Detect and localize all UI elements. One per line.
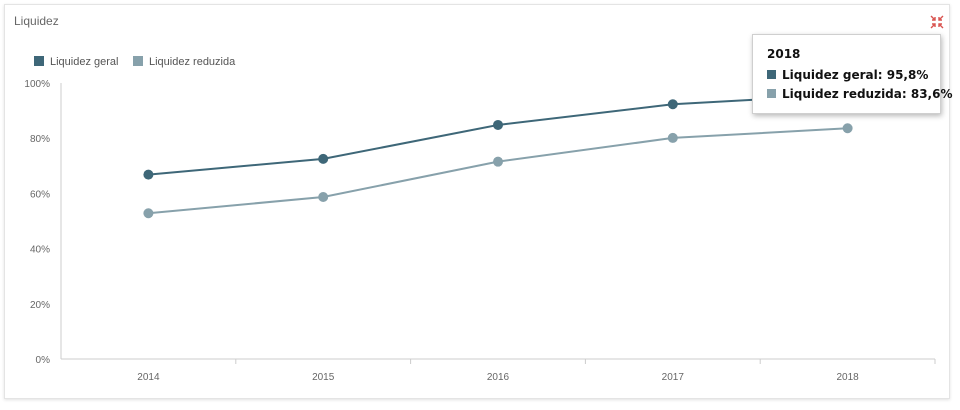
data-point-1-2016[interactable] — [493, 119, 503, 130]
tooltip-row-liquidez-geral: Liquidez geral: 95,8% — [767, 68, 928, 82]
x-tick-label: 2015 — [312, 372, 335, 383]
y-axis: 0% 20% 40% 60% 80% 100% — [24, 79, 62, 366]
data-point-1-2015[interactable] — [318, 153, 329, 164]
data-point-2-2014[interactable] — [143, 208, 154, 219]
legend-swatch-liquidez-reduzida — [133, 56, 143, 66]
tooltip-title: 2018 — [767, 47, 801, 61]
collapse-arrows-icon[interactable] — [930, 15, 944, 29]
series-line-2 — [148, 127, 848, 215]
y-tick-label: 60% — [30, 189, 50, 200]
legend-label-liquidez-geral[interactable]: Liquidez geral — [50, 56, 119, 68]
tooltip-row-liquidez-reduzida: Liquidez reduzida: 83,6% — [767, 87, 952, 101]
tooltip-swatch — [767, 70, 776, 79]
data-point-2-2018[interactable] — [842, 123, 853, 134]
data-point-1-2017[interactable] — [667, 99, 678, 110]
legend: Liquidez geral Liquidez reduzida — [34, 56, 236, 68]
tooltip: 2018 Liquidez geral: 95,8% Liquidez redu… — [752, 34, 952, 114]
panel-title: Liquidez — [14, 14, 59, 28]
tooltip-swatch — [767, 89, 776, 98]
x-tick-label: 2016 — [487, 372, 510, 383]
y-tick-label: 80% — [30, 134, 50, 145]
data-point-2-2017[interactable] — [667, 132, 678, 143]
data-point-2-2015[interactable] — [318, 191, 329, 202]
x-axis: 2014 2015 2016 2017 2018 — [61, 358, 936, 383]
x-tick-label: 2014 — [137, 372, 160, 383]
series-layer — [143, 89, 853, 219]
tooltip-row-label: Liquidez reduzida: 83,6% — [782, 87, 953, 101]
tooltip-row-label: Liquidez geral: 95,8% — [782, 68, 929, 82]
x-tick-label: 2017 — [662, 372, 685, 383]
y-tick-label: 100% — [24, 79, 50, 90]
data-point-2-2016[interactable] — [493, 156, 503, 167]
y-tick-label: 40% — [30, 245, 50, 256]
y-tick-label: 0% — [36, 355, 51, 366]
x-tick-label: 2018 — [836, 372, 859, 383]
legend-label-liquidez-reduzida[interactable]: Liquidez reduzida — [149, 56, 236, 68]
legend-swatch-liquidez-geral — [34, 56, 44, 66]
data-point-1-2014[interactable] — [143, 169, 154, 180]
y-tick-label: 20% — [30, 300, 50, 311]
